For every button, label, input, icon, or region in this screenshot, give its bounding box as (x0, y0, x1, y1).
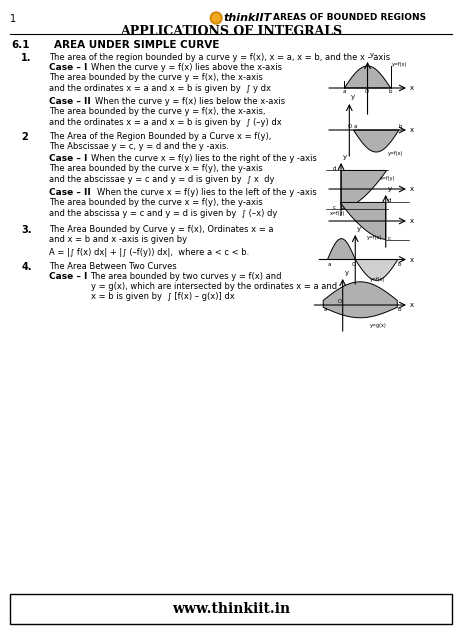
Text: a: a (354, 124, 357, 129)
Text: and the abscissa y = c and y = d is given by  ∫ (–x) dy: and the abscissa y = c and y = d is give… (49, 209, 277, 218)
Text: b: b (389, 89, 392, 94)
Text: A = |∫ f(x) dx| + |∫ (–f(y)) dx|,  where a < c < b.: A = |∫ f(x) dx| + |∫ (–f(y)) dx|, where … (49, 248, 249, 257)
Text: d: d (387, 198, 391, 204)
Text: Case – II: Case – II (49, 97, 91, 106)
Text: The area bounded by two curves y = f(x) and: The area bounded by two curves y = f(x) … (91, 272, 282, 281)
Text: AREA UNDER SIMPLE CURVE: AREA UNDER SIMPLE CURVE (54, 40, 219, 50)
Text: The Area of the Region Bounded by a Curve x = f(y),: The Area of the Region Bounded by a Curv… (49, 132, 271, 141)
Text: y: y (343, 154, 347, 160)
Text: 3.: 3. (21, 225, 32, 235)
Polygon shape (344, 66, 391, 88)
Text: thinkIIT: thinkIIT (224, 13, 272, 23)
Text: When the curve y = f(x) lies below the x-axis: When the curve y = f(x) lies below the x… (95, 97, 285, 106)
Text: and the ordinates x = a and x = b is given by  ∫ (–y) dx: and the ordinates x = a and x = b is giv… (49, 118, 282, 127)
Text: b: b (398, 262, 401, 267)
Text: x: x (410, 218, 414, 224)
Text: When the curve y = f(x) lies above the x-axis: When the curve y = f(x) lies above the x… (91, 63, 282, 72)
Text: AREAS OF BOUNDED REGIONS: AREAS OF BOUNDED REGIONS (273, 13, 426, 22)
Text: c: c (387, 236, 391, 241)
Text: b: b (397, 307, 401, 312)
Text: d: d (333, 166, 336, 171)
Text: 1: 1 (10, 14, 16, 24)
Text: x=f(y): x=f(y) (380, 176, 395, 181)
Text: x: x (410, 85, 414, 91)
Text: O: O (351, 262, 356, 267)
Text: www.thinkiit.in: www.thinkiit.in (172, 602, 290, 616)
Text: O: O (365, 89, 369, 94)
Text: Case – I: Case – I (49, 272, 87, 281)
Text: x: x (410, 257, 414, 262)
Text: Case – II: Case – II (49, 188, 91, 197)
Text: Case – I: Case – I (49, 154, 87, 163)
Text: y=f(x): y=f(x) (392, 62, 408, 67)
Circle shape (210, 12, 222, 24)
Text: y: y (351, 94, 356, 100)
Text: and x = b and x -axis is given by: and x = b and x -axis is given by (49, 235, 187, 244)
Text: y=f(x): y=f(x) (367, 234, 383, 240)
Text: The area bounded by the curve y = f(x), the x-axis,: The area bounded by the curve y = f(x), … (49, 107, 265, 116)
Bar (10, 594, 452, 624)
Text: y: y (369, 52, 374, 58)
Text: x: x (410, 186, 414, 192)
Text: x: x (410, 127, 414, 133)
Circle shape (212, 14, 220, 22)
Text: y = g(x), which are intersected by the ordinates x = a and: y = g(x), which are intersected by the o… (91, 282, 337, 291)
Text: The area bounded by the curve x = f(y), the y-axis: The area bounded by the curve x = f(y), … (49, 164, 263, 173)
Text: When the curve x = f(y) lies to the left of the y -axis: When the curve x = f(y) lies to the left… (97, 188, 317, 197)
Text: y=f(x): y=f(x) (370, 277, 385, 282)
Text: b: b (399, 124, 402, 129)
Text: and the ordinates x = a and x = b is given by  ∫ y dx: and the ordinates x = a and x = b is giv… (49, 84, 271, 93)
Text: x = b is given by  ∫ [f(x) – g(x)] dx: x = b is given by ∫ [f(x) – g(x)] dx (91, 292, 234, 301)
Text: y=g(x): y=g(x) (370, 323, 387, 328)
Text: Case – I: Case – I (49, 63, 87, 72)
Text: y: y (357, 226, 361, 232)
Text: APPLICATIONS OF INTEGRALS: APPLICATIONS OF INTEGRALS (119, 25, 342, 38)
Text: O: O (347, 124, 352, 129)
Polygon shape (323, 282, 397, 318)
Text: The area bounded by the curve y = f(x), the x-axis: The area bounded by the curve y = f(x), … (49, 73, 263, 82)
Text: y=f(x): y=f(x) (388, 151, 403, 156)
Text: x=f(y): x=f(y) (330, 211, 346, 216)
Polygon shape (355, 260, 398, 281)
Text: When the curve x = f(y) lies to the right of the y -axis: When the curve x = f(y) lies to the righ… (91, 154, 317, 163)
Polygon shape (341, 171, 387, 209)
Text: y: y (345, 270, 349, 276)
Text: y: y (388, 186, 392, 192)
Polygon shape (354, 130, 399, 152)
Polygon shape (340, 202, 386, 240)
Text: 1.: 1. (21, 53, 32, 63)
Text: and the abscissae y = c and y = d is given by  ∫ x  dy: and the abscissae y = c and y = d is giv… (49, 175, 274, 184)
Text: The Area Between Two Curves: The Area Between Two Curves (49, 262, 176, 271)
Text: c: c (333, 205, 336, 210)
Text: The area bounded by the curve x = f(y), the y-axis: The area bounded by the curve x = f(y), … (49, 198, 263, 207)
Text: x: x (410, 302, 414, 308)
Polygon shape (328, 239, 355, 260)
Text: The Abscissae y = c, y = d and the y -axis.: The Abscissae y = c, y = d and the y -ax… (49, 142, 228, 151)
Text: O: O (338, 299, 342, 304)
Text: 6.1: 6.1 (12, 40, 30, 50)
Text: a: a (323, 307, 327, 312)
Text: 2: 2 (21, 132, 28, 142)
Text: The area of the region bounded by a curve y = f(x), x = a, x = b, and the x - ax: The area of the region bounded by a curv… (49, 53, 390, 62)
Text: a: a (328, 262, 331, 267)
Text: The Area Bounded by Curve y = f(x), Ordinates x = a: The Area Bounded by Curve y = f(x), Ordi… (49, 225, 273, 234)
Text: 4.: 4. (21, 262, 32, 272)
Text: a: a (343, 89, 346, 94)
